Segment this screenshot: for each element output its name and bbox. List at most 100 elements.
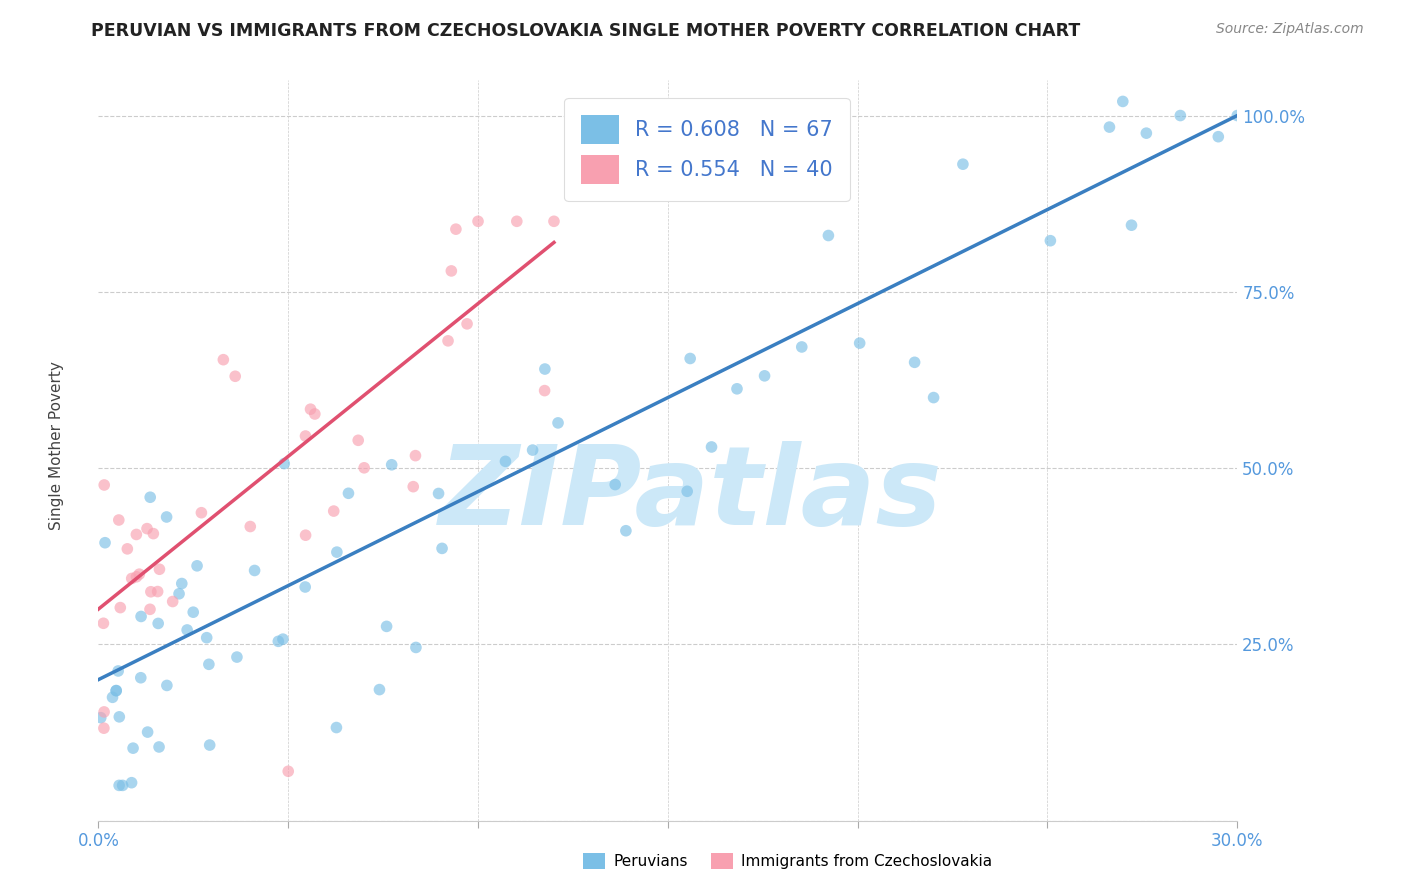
Point (190, 506, 212, 520)
Point (547, 416, 569, 430)
Point (848, 336, 870, 351)
Point (368, 682, 391, 697)
Point (1208, 129, 1230, 144)
Point (195, 631, 218, 645)
Point (1121, 218, 1143, 232)
Point (148, 562, 170, 576)
Point (676, 484, 699, 499)
Text: ZIPatlas: ZIPatlas (439, 442, 942, 549)
Point (1226, 109, 1249, 123)
Point (170, 576, 193, 591)
Point (277, 764, 299, 779)
Point (162, 594, 184, 608)
Point (239, 519, 262, 533)
Point (167, 587, 190, 601)
Point (226, 650, 249, 665)
Point (381, 458, 404, 472)
Point (139, 584, 162, 599)
Point (1039, 234, 1062, 248)
Point (146, 584, 169, 599)
Point (273, 457, 295, 471)
Point (679, 351, 702, 366)
Point (198, 657, 221, 672)
Point (136, 522, 159, 536)
Point (121, 775, 143, 789)
Point (105, 683, 128, 698)
Point (107, 513, 129, 527)
Point (117, 541, 139, 556)
Point (139, 490, 162, 504)
Point (299, 402, 322, 417)
Point (129, 671, 152, 685)
Point (1170, 109, 1192, 123)
Point (148, 616, 170, 631)
Point (142, 526, 165, 541)
Point (1098, 120, 1121, 134)
Point (93, 721, 115, 735)
Point (725, 382, 748, 396)
Point (294, 580, 316, 594)
Point (224, 369, 246, 384)
Point (129, 609, 152, 624)
Point (754, 368, 776, 383)
Point (198, 738, 221, 752)
Text: PERUVIAN VS IMMIGRANTS FROM CZECHOSLOVAKIA SINGLE MOTHER POVERTY CORRELATION CHA: PERUVIAN VS IMMIGRANTS FROM CZECHOSLOVAK… (91, 22, 1081, 40)
Point (790, 340, 813, 354)
Point (271, 632, 294, 647)
Point (533, 384, 555, 398)
Point (405, 640, 427, 655)
Point (605, 477, 627, 491)
Point (111, 778, 134, 792)
Point (1112, 95, 1135, 109)
Point (437, 334, 460, 348)
Point (817, 228, 839, 243)
Point (402, 480, 425, 494)
Point (110, 600, 132, 615)
Point (325, 721, 347, 735)
Point (952, 157, 974, 171)
Point (427, 486, 450, 500)
Point (125, 570, 148, 584)
Text: Single Mother Poverty: Single Mother Poverty (49, 361, 63, 531)
Point (440, 264, 463, 278)
Point (136, 725, 159, 739)
Point (904, 355, 927, 369)
Point (467, 214, 489, 228)
Point (93, 478, 115, 492)
Point (121, 571, 143, 585)
Point (304, 407, 326, 421)
Point (700, 440, 723, 454)
Point (125, 527, 148, 541)
Point (404, 449, 426, 463)
Point (430, 541, 453, 556)
Point (176, 623, 198, 637)
Point (353, 460, 375, 475)
Point (522, 443, 544, 458)
Point (186, 558, 208, 573)
Point (108, 778, 131, 792)
Point (456, 317, 478, 331)
Point (543, 214, 565, 228)
Point (94, 535, 117, 549)
Point (506, 214, 529, 228)
Point (294, 429, 316, 443)
Point (155, 510, 177, 524)
Point (347, 434, 370, 448)
Point (105, 683, 128, 698)
Point (139, 602, 162, 616)
Point (128, 567, 150, 582)
Point (375, 619, 398, 633)
Point (156, 678, 179, 692)
Point (93, 616, 115, 631)
Point (122, 741, 145, 756)
Text: Source: ZipAtlas.com: Source: ZipAtlas.com (1216, 22, 1364, 37)
Point (212, 352, 235, 367)
Point (107, 664, 129, 678)
Point (322, 504, 344, 518)
Point (108, 710, 131, 724)
Point (614, 524, 637, 538)
Point (243, 564, 266, 578)
Point (922, 391, 945, 405)
Point (326, 545, 349, 559)
Legend: Peruvians, Immigrants from Czechoslovakia: Peruvians, Immigrants from Czechoslovaki… (576, 847, 998, 875)
